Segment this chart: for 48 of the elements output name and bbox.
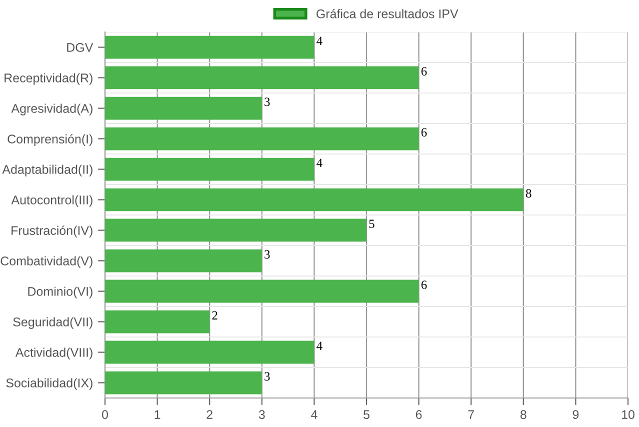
data-label: 6 <box>421 280 427 290</box>
bar <box>105 280 419 303</box>
bar <box>105 310 210 334</box>
y-tick-label: Actividad(VIII) <box>15 348 92 360</box>
bar <box>105 218 366 242</box>
bar <box>105 66 419 90</box>
x-tick-label: 3 <box>258 410 265 419</box>
y-tick-label: Adaptabilidad(II) <box>2 164 92 176</box>
x-tick-label: 10 <box>622 410 634 419</box>
x-tick-label: 6 <box>416 410 422 419</box>
y-tick-label: Agresividad(A) <box>11 104 92 116</box>
y-tick-label: Receptividad(R) <box>4 73 92 85</box>
data-label: 4 <box>316 36 322 45</box>
legend-label: Gráfica de resultados IPV <box>316 8 458 18</box>
x-tick-label: 9 <box>572 410 579 419</box>
bar <box>105 36 314 59</box>
x-tick-label: 1 <box>154 410 160 419</box>
x-tick-label: 5 <box>364 410 370 419</box>
data-label: 2 <box>212 311 218 320</box>
y-tick-label: DGV <box>67 43 94 52</box>
y-tick-label: Combatividad(V) <box>0 256 92 268</box>
x-tick-label: 7 <box>468 410 474 419</box>
data-label: 6 <box>421 128 427 137</box>
bar <box>105 340 314 364</box>
bar <box>105 158 314 181</box>
y-tick-label: Autocontrol(III) <box>11 195 92 207</box>
x-tick-label: 8 <box>520 410 526 419</box>
x-tick-label: 2 <box>206 410 212 419</box>
y-tick-label: Comprensión(I) <box>8 134 92 146</box>
y-tick-label: Sociabilidad(IX) <box>6 378 92 390</box>
y-tick-label: Seguridad(VII) <box>13 317 92 329</box>
data-label: 4 <box>316 158 322 167</box>
x-tick-label: 4 <box>311 410 318 419</box>
data-label: 8 <box>526 189 532 198</box>
bar <box>105 371 262 394</box>
data-label: 3 <box>264 98 270 106</box>
bar <box>105 96 262 120</box>
bar <box>105 249 262 272</box>
bar <box>105 188 524 212</box>
data-label: 4 <box>316 342 322 350</box>
data-label: 5 <box>369 220 374 228</box>
data-label: 6 <box>421 67 427 76</box>
data-label: 3 <box>264 250 270 259</box>
y-tick-label: Dominio(VI) <box>28 286 92 298</box>
x-tick-label: 0 <box>102 410 108 419</box>
bar <box>105 127 419 150</box>
y-tick-label: Frustración(IV) <box>12 226 92 238</box>
data-label: 3 <box>264 372 270 381</box>
